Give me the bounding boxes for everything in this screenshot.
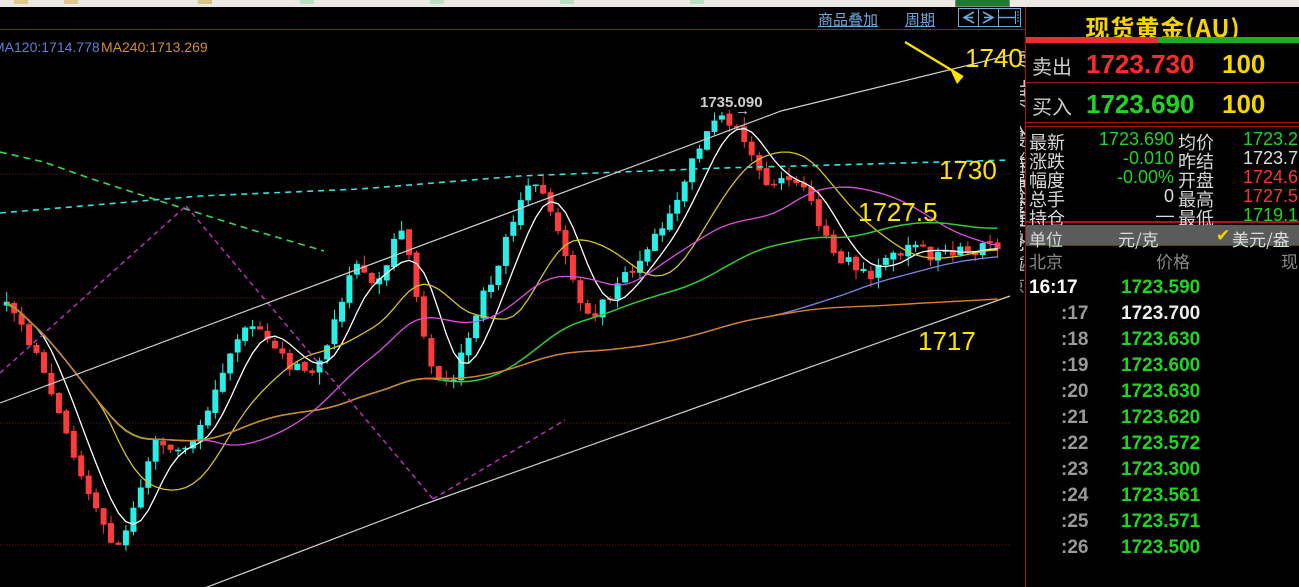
svg-text:1740: 1740 bbox=[965, 43, 1023, 73]
svg-text:1717: 1717 bbox=[918, 326, 976, 356]
svg-text:→: → bbox=[735, 102, 750, 119]
svg-text:1727.5: 1727.5 bbox=[858, 197, 938, 227]
svg-text:1735.090: 1735.090 bbox=[700, 94, 763, 111]
svg-text:1730: 1730 bbox=[939, 155, 997, 185]
